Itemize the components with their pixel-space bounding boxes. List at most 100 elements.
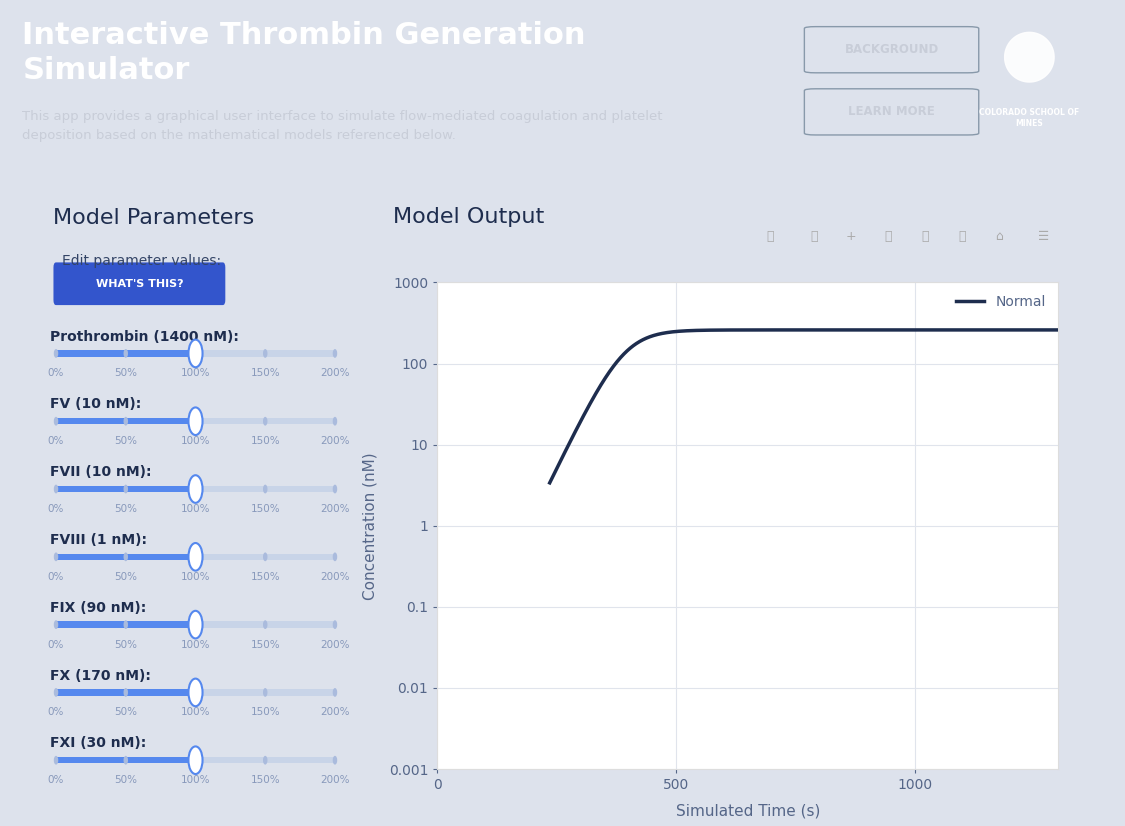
Text: Interactive Thrombin Generation
Simulator: Interactive Thrombin Generation Simulato… — [22, 21, 586, 85]
Circle shape — [124, 417, 128, 425]
Y-axis label: Concentration (nM): Concentration (nM) — [362, 452, 378, 600]
Circle shape — [193, 417, 198, 425]
Text: 200%: 200% — [321, 572, 350, 582]
Text: 50%: 50% — [115, 639, 137, 650]
Bar — [56, 689, 335, 695]
Circle shape — [333, 688, 338, 697]
Text: ⌕: ⌕ — [810, 230, 818, 243]
Circle shape — [263, 417, 268, 425]
Text: 50%: 50% — [115, 368, 137, 378]
Circle shape — [54, 349, 58, 358]
Text: 0%: 0% — [48, 368, 64, 378]
Circle shape — [189, 610, 202, 638]
Text: 0%: 0% — [48, 708, 64, 718]
Text: 100%: 100% — [181, 776, 210, 786]
Bar — [56, 486, 196, 492]
Text: This app provides a graphical user interface to simulate flow-mediated coagulati: This app provides a graphical user inter… — [22, 110, 663, 142]
Text: BACKGROUND: BACKGROUND — [845, 43, 938, 56]
Text: 50%: 50% — [115, 436, 137, 446]
Text: 100%: 100% — [181, 639, 210, 650]
Text: FV (10 nM):: FV (10 nM): — [50, 397, 141, 411]
Text: 100%: 100% — [181, 436, 210, 446]
Text: 0%: 0% — [48, 436, 64, 446]
Text: 100%: 100% — [181, 368, 210, 378]
Circle shape — [193, 620, 198, 629]
Circle shape — [189, 407, 202, 435]
Text: FXI (30 nM):: FXI (30 nM): — [50, 736, 146, 750]
Text: ⤢: ⤢ — [958, 230, 966, 243]
X-axis label: Simulated Time (s): Simulated Time (s) — [675, 803, 820, 818]
Text: Model Output: Model Output — [393, 207, 544, 227]
Text: WHAT'S THIS?: WHAT'S THIS? — [96, 278, 183, 289]
Bar — [56, 689, 196, 695]
Text: COLORADO SCHOOL OF
MINES: COLORADO SCHOOL OF MINES — [979, 107, 1080, 128]
Bar — [56, 418, 335, 425]
Text: 150%: 150% — [251, 368, 280, 378]
Circle shape — [124, 688, 128, 697]
Circle shape — [333, 417, 338, 425]
Text: 200%: 200% — [321, 436, 350, 446]
Text: LEARN MORE: LEARN MORE — [848, 106, 935, 118]
Text: FIX (90 nM):: FIX (90 nM): — [50, 601, 146, 615]
Text: 100%: 100% — [181, 572, 210, 582]
Circle shape — [263, 688, 268, 697]
Text: 150%: 150% — [251, 504, 280, 514]
Bar — [56, 418, 196, 425]
Text: 0%: 0% — [48, 504, 64, 514]
Text: 50%: 50% — [115, 504, 137, 514]
Circle shape — [54, 620, 58, 629]
Text: 100%: 100% — [181, 708, 210, 718]
Legend: Normal: Normal — [951, 289, 1051, 315]
Circle shape — [263, 620, 268, 629]
Circle shape — [263, 553, 268, 561]
Text: 200%: 200% — [321, 776, 350, 786]
Text: 200%: 200% — [321, 708, 350, 718]
Text: 50%: 50% — [115, 572, 137, 582]
Circle shape — [333, 756, 338, 765]
Bar — [56, 757, 196, 763]
Circle shape — [193, 688, 198, 697]
Circle shape — [333, 485, 338, 493]
Circle shape — [124, 485, 128, 493]
Circle shape — [193, 485, 198, 493]
Text: ⌕: ⌕ — [766, 230, 774, 243]
Text: FVII (10 nM):: FVII (10 nM): — [50, 465, 151, 479]
Circle shape — [263, 756, 268, 765]
Text: 150%: 150% — [251, 572, 280, 582]
Circle shape — [263, 349, 268, 358]
Text: 50%: 50% — [115, 708, 137, 718]
Circle shape — [54, 485, 58, 493]
Text: ☰: ☰ — [1037, 230, 1048, 243]
Circle shape — [193, 553, 198, 561]
Text: 0%: 0% — [48, 776, 64, 786]
Bar — [56, 621, 196, 628]
Text: 200%: 200% — [321, 504, 350, 514]
Bar — [56, 757, 335, 763]
Bar — [56, 621, 335, 628]
Circle shape — [263, 485, 268, 493]
Circle shape — [54, 553, 58, 561]
Text: 0%: 0% — [48, 639, 64, 650]
Circle shape — [189, 679, 202, 706]
Circle shape — [124, 553, 128, 561]
Bar — [56, 553, 196, 560]
Circle shape — [333, 620, 338, 629]
Text: ⬜: ⬜ — [921, 230, 929, 243]
Circle shape — [54, 417, 58, 425]
Circle shape — [193, 349, 198, 358]
Text: Model Parameters: Model Parameters — [53, 208, 254, 229]
Text: Prothrombin (1400 nM):: Prothrombin (1400 nM): — [50, 330, 238, 344]
Text: ⌂: ⌂ — [996, 230, 1004, 243]
Circle shape — [333, 553, 338, 561]
Polygon shape — [1005, 32, 1054, 82]
Text: 200%: 200% — [321, 639, 350, 650]
Circle shape — [124, 620, 128, 629]
Circle shape — [54, 756, 58, 765]
Text: 100%: 100% — [181, 504, 210, 514]
Bar — [56, 350, 335, 357]
Text: FX (170 nM):: FX (170 nM): — [50, 668, 151, 682]
Circle shape — [124, 756, 128, 765]
Bar — [56, 350, 196, 357]
Text: 150%: 150% — [251, 776, 280, 786]
Bar — [56, 486, 335, 492]
